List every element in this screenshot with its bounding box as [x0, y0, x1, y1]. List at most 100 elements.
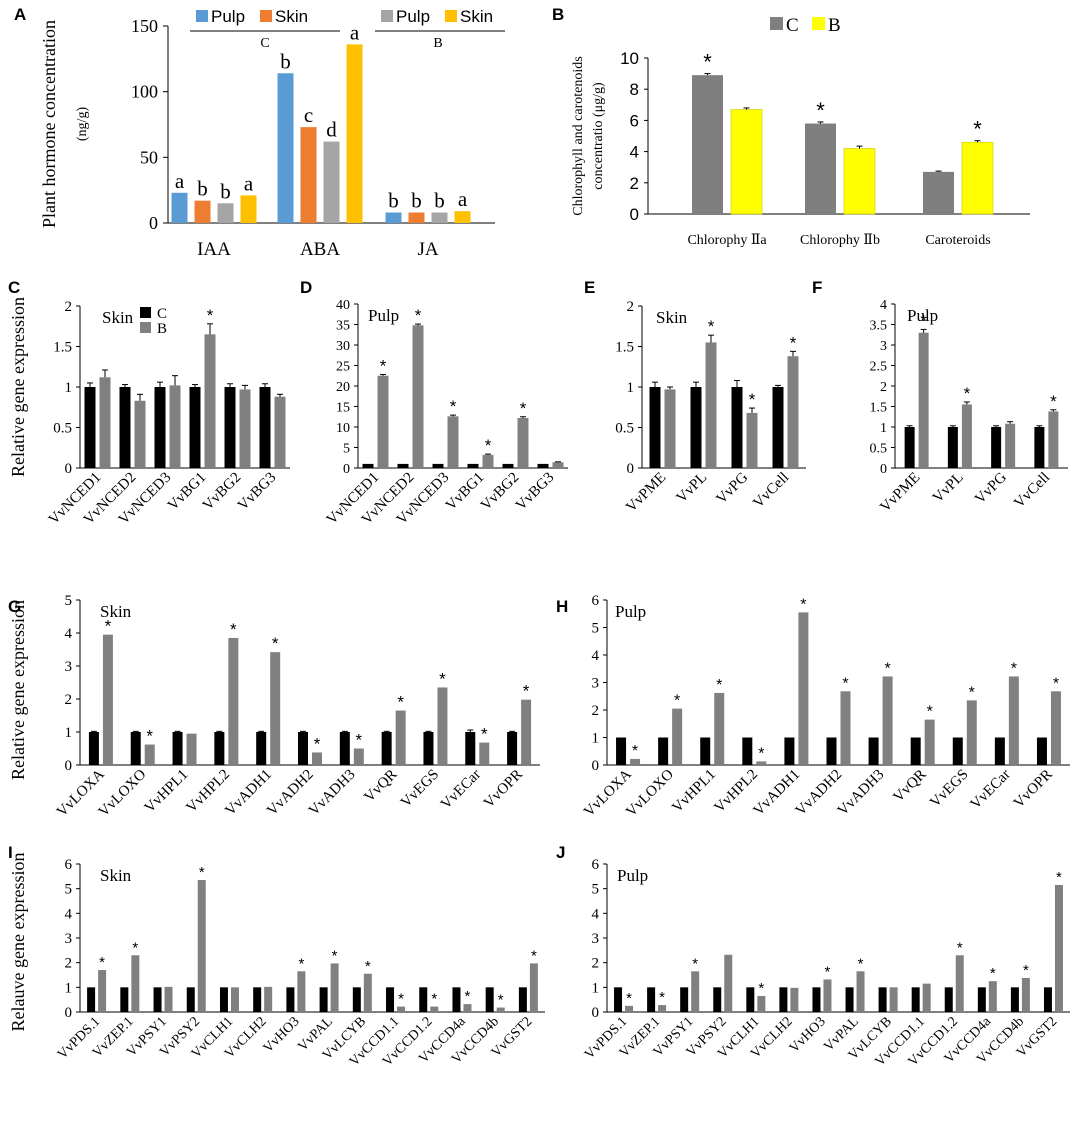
bar-c-vvho3: [812, 987, 821, 1012]
y-tick-label: 1: [65, 380, 73, 396]
y-tick-label: 4: [630, 143, 639, 162]
legend-label: B: [828, 15, 841, 36]
y-tick-label: 20: [336, 380, 350, 395]
bar-b-vvadh2: [840, 691, 851, 765]
significance-marker: *: [199, 864, 205, 881]
bar-c-vvhpl2: [742, 737, 753, 765]
bar-c-vvpsy1: [680, 987, 689, 1012]
x-tick-label: VvBG1: [443, 470, 487, 514]
panel-c-plot: 00.511.52VvNCED1VvNCED2VvNCED3*VvBG1VvBG…: [46, 299, 290, 528]
y-axis-label: Plant hormone concentration: [39, 20, 59, 228]
y-tick-label: 2: [592, 703, 600, 719]
bar-c-vvpsy2: [713, 987, 722, 1012]
panel-letter-e: E: [584, 278, 595, 297]
y-tick-label: 4: [592, 648, 600, 664]
tissue-label: Pulp: [617, 866, 648, 885]
bar-c-vvlcyb: [352, 987, 361, 1012]
bar-b-vvopr: [1050, 691, 1061, 765]
bar-b-vvecar: [479, 742, 490, 765]
y-tick-label: 0: [627, 461, 635, 477]
bar-b-vvpme: [664, 389, 676, 468]
x-tick-label: VvPG: [972, 469, 1010, 507]
bar-b-vvho3: [823, 979, 832, 1012]
bar-c-vvegs: [952, 737, 963, 765]
significance-marker: *: [332, 947, 338, 964]
x-tick-label: VvBG2: [200, 470, 244, 514]
y-tick-label: 15: [336, 401, 350, 416]
bar-b-vvbg2: [517, 417, 529, 468]
significance-letter: b: [197, 177, 208, 201]
bar-b-vvlcyb: [363, 973, 372, 1012]
significance-letter: b: [280, 49, 291, 73]
legend-swatch-b: [140, 322, 151, 333]
y-tick-label: 3: [65, 931, 73, 947]
bar-c-vvcell: [1034, 427, 1045, 468]
bar-b-vvccd1-2: [955, 955, 964, 1012]
bar-c-vvpsy1: [153, 987, 162, 1012]
bar-b-vvhpl1: [186, 733, 197, 765]
x-tick-label: Caroteroids: [925, 233, 990, 248]
bar-c-vvnced3: [432, 463, 444, 468]
y-tick-label: 2: [880, 380, 887, 395]
y-tick-label: 4: [65, 626, 73, 642]
bar-c-vvccd1-2: [944, 987, 953, 1012]
tissue-label: Pulp: [615, 602, 646, 621]
bar-b-vvqr: [395, 710, 406, 765]
bar-b-carotenoids: [961, 141, 994, 215]
significance-marker: *: [990, 965, 996, 982]
legend: Pulp Skin Pulp Skin C B: [190, 7, 505, 51]
y-tick-label: 5: [592, 621, 600, 637]
significance-marker: *: [314, 734, 321, 753]
significance-marker: *: [146, 727, 153, 746]
x-tick-label: VvPL: [674, 470, 711, 507]
legend-swatch: [445, 10, 457, 22]
bar-c-vvadh2: [826, 737, 837, 765]
bar-c-vvccd4b: [1010, 987, 1019, 1012]
bar-c-vvnced3: [154, 387, 166, 468]
bar-c-chlorophyll-a: [692, 75, 723, 214]
x-tick-label: Chlorophy Ⅱa: [687, 233, 767, 248]
x-tick-label: VvQR: [361, 767, 400, 806]
bar-c-vvpme: [649, 387, 661, 468]
x-tick-label: VvCell: [750, 470, 792, 512]
bar-c-vvloxo: [658, 737, 669, 765]
legend-swatch-c: [140, 307, 151, 318]
y-tick-label: 2.5: [870, 360, 888, 375]
panel-letter-c: C: [8, 278, 20, 297]
bar-b-vvhpl2: [228, 637, 239, 765]
significance-marker: *: [439, 669, 446, 688]
y-tick-label: 0: [65, 1005, 73, 1021]
y-axis-unit: (ng/g): [75, 107, 90, 142]
legend-label: Pulp: [211, 7, 245, 26]
y-tick-label: 2: [592, 956, 600, 972]
bar-c-vvgst2: [518, 987, 527, 1012]
y-tick-label: 35: [336, 319, 350, 334]
x-tick-label: VvOPR: [1011, 767, 1056, 812]
y-tick-label: 1: [65, 980, 73, 996]
bar-c-vvloxa: [88, 732, 99, 765]
bar-b-vvpl: [961, 404, 972, 468]
bar-b-skin-iaa: [240, 195, 257, 223]
bar-b-vvecar: [1008, 676, 1019, 765]
bar-c-vvlcyb: [878, 987, 887, 1012]
bar-c-vvpme: [904, 427, 915, 468]
bar-c-vvadh1: [784, 737, 795, 765]
bar-b-vvadh3: [882, 676, 893, 765]
bar-b-vvnced3: [169, 385, 181, 468]
bar-b-vvccd1-2: [430, 1006, 439, 1012]
y-tick-label: 10: [620, 49, 639, 68]
bar-c-pulp-aba: [277, 73, 294, 223]
y-tick-label: 8: [630, 80, 639, 99]
significance-marker: *: [230, 620, 237, 639]
bar-c-carotenoids: [923, 171, 954, 214]
y-tick-label: 4: [880, 298, 887, 313]
significance-marker: *: [1023, 962, 1029, 979]
bar-c-vvbg2: [224, 387, 236, 468]
bar-c-vvpds-1: [614, 987, 623, 1012]
bar-b-vvloxo: [672, 708, 683, 765]
bar-c-vvadh3: [339, 732, 350, 765]
bar-c-vvecar: [465, 732, 476, 765]
significance-marker: *: [920, 311, 927, 330]
x-tick-label: ABA: [300, 239, 340, 260]
x-tick-label: VvPL: [930, 470, 967, 507]
